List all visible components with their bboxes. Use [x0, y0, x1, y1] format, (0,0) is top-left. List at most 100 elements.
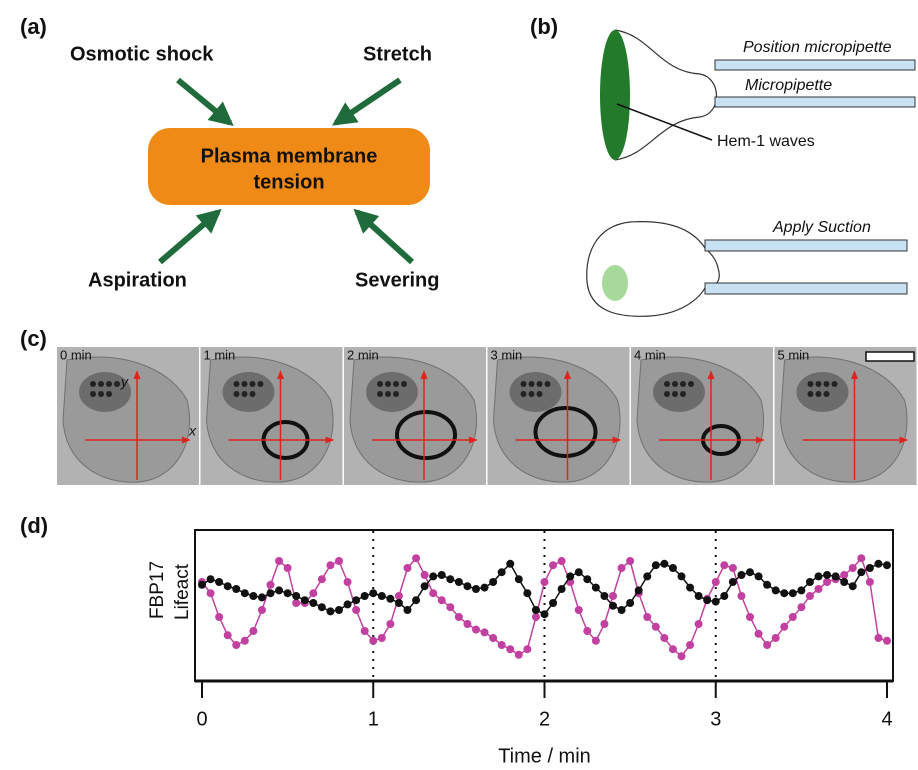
- data-point: [609, 592, 617, 600]
- data-point: [429, 572, 438, 581]
- data-point: [746, 613, 754, 621]
- vesicle: [831, 381, 838, 387]
- data-point: [686, 583, 695, 592]
- tension-box: [148, 128, 430, 205]
- data-point: [489, 578, 498, 586]
- nucleus: [653, 372, 705, 412]
- data-point: [206, 589, 215, 598]
- frame: 4 min: [631, 347, 773, 485]
- data-point: [651, 561, 660, 570]
- pipette-label: Position micropipette: [743, 39, 892, 56]
- data-point: [865, 564, 874, 572]
- vesicle: [233, 391, 240, 397]
- data-point: [403, 606, 412, 614]
- vesicle: [377, 391, 383, 397]
- pipette: [714, 59, 916, 71]
- data-point: [335, 606, 343, 614]
- data-point: [591, 636, 600, 645]
- arrow: [176, 77, 234, 127]
- data-point: [771, 586, 780, 595]
- data-point: [420, 571, 429, 579]
- data-point: [249, 592, 258, 600]
- input-label: Stretch: [363, 43, 432, 65]
- data-point: [660, 634, 669, 642]
- data-point: [694, 592, 703, 600]
- data-point: [275, 586, 284, 595]
- data-point: [497, 568, 506, 577]
- data-point: [720, 561, 729, 570]
- hem1-zone: [602, 265, 628, 301]
- data-point: [728, 578, 737, 586]
- data-point: [317, 575, 326, 584]
- data-point: [352, 596, 361, 605]
- chart: 0 1 2 3 4 Time / min FBP17 Lifeact: [147, 529, 894, 767]
- vesicle: [536, 391, 543, 397]
- suction-label: Apply Suction: [772, 219, 871, 236]
- data-point: [566, 572, 575, 581]
- data-point: [377, 592, 386, 600]
- axis-letter: x: [188, 423, 197, 439]
- data-point: [540, 578, 549, 586]
- data-point: [531, 606, 540, 614]
- data-point: [840, 578, 849, 586]
- data-point: [540, 610, 549, 619]
- x-tick-label: 0: [196, 708, 207, 730]
- data-point: [788, 613, 797, 621]
- data-point: [634, 586, 643, 595]
- arrow: [353, 208, 415, 265]
- pipette-label: Micropipette: [745, 77, 832, 94]
- vesicle: [385, 391, 391, 397]
- data-point: [549, 561, 558, 570]
- data-point: [369, 636, 378, 645]
- data-point: [257, 593, 266, 602]
- data-point: [883, 561, 891, 570]
- data-point: [446, 575, 455, 584]
- data-point: [215, 578, 224, 586]
- data-point: [763, 580, 772, 589]
- data-point: [506, 559, 515, 568]
- data-point: [266, 580, 275, 589]
- data-point: [591, 583, 600, 592]
- series-label: FBP17: [147, 561, 168, 619]
- data-point: [805, 592, 814, 600]
- vesicle: [815, 381, 822, 387]
- pipette: [704, 239, 908, 252]
- data-point: [309, 589, 318, 598]
- vesicle: [249, 381, 256, 387]
- data-point: [215, 613, 224, 621]
- input-label: Severing: [355, 269, 439, 291]
- arrow: [158, 208, 222, 265]
- data-point: [600, 620, 609, 628]
- data-point: [437, 596, 446, 605]
- data-point: [848, 582, 857, 591]
- data-point: [617, 606, 626, 614]
- data-point: [514, 575, 523, 584]
- data-point: [677, 652, 686, 661]
- data-point: [557, 585, 566, 593]
- vesicle: [257, 381, 264, 387]
- nucleus: [796, 372, 849, 412]
- data-point: [677, 572, 686, 581]
- data-point: [626, 599, 635, 607]
- hem1-zone: [600, 30, 630, 160]
- frame: 3 min: [487, 347, 630, 485]
- vesicle: [377, 381, 383, 387]
- data-point: [780, 589, 789, 598]
- data-point: [386, 594, 395, 603]
- ring: [395, 410, 457, 460]
- data-point: [429, 589, 438, 598]
- axis-letter: y: [120, 374, 129, 390]
- data-point: [763, 641, 772, 649]
- data-point: [643, 613, 652, 621]
- vesicle: [823, 391, 830, 397]
- data-point: [848, 564, 857, 572]
- data-point: [232, 641, 241, 649]
- vesicle: [98, 391, 104, 397]
- data-point: [831, 572, 840, 581]
- data-point: [360, 627, 369, 635]
- data-point: [737, 592, 746, 600]
- pipette: [714, 96, 916, 108]
- panel-label: (d): [20, 513, 48, 538]
- data-point: [617, 564, 626, 572]
- data-point: [420, 582, 429, 591]
